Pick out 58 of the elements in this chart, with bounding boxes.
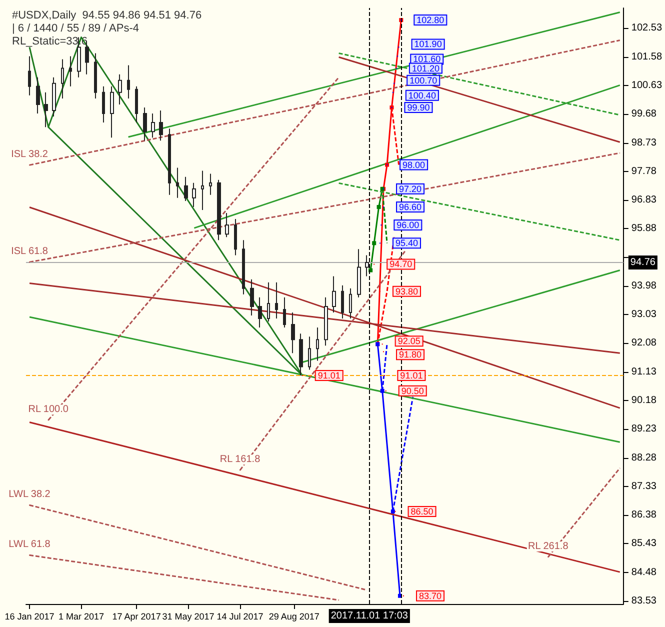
y-tick-label: 87.33	[631, 480, 657, 492]
annotation: 97.20	[399, 184, 422, 194]
annotation: 90.50	[401, 386, 424, 396]
series-label: RL 100.0	[28, 404, 69, 416]
y-tick-label: 96.83	[631, 194, 657, 206]
series-label: ISL 61.8	[11, 246, 48, 258]
annotation: 100.40	[408, 90, 436, 100]
annotation: 86.50	[410, 506, 434, 516]
x-tick-label: 17 Apr 2017	[112, 612, 161, 622]
chart-title: #USDX,Daily 94.55 94.86 94.51 94.76	[12, 10, 202, 22]
y-tick-label: 102.53	[631, 22, 662, 34]
y-tick-label: 83.53	[631, 595, 657, 606]
y-tick-label: 91.13	[631, 366, 657, 378]
annotation: 99.90	[407, 102, 430, 112]
x-tick-label: 31 May 2017	[162, 612, 214, 622]
series-label: LWL 61.8	[8, 539, 51, 550]
y-tick-label: 98.73	[631, 137, 657, 148]
y-tick-label: 93.03	[631, 309, 657, 320]
y-tick-label: 85.43	[631, 538, 657, 550]
annotation: 102.80	[416, 15, 444, 26]
y-tick-label: 99.68	[631, 108, 657, 120]
annotation: 94.70	[390, 259, 412, 270]
x-tick-label: 16 Jan 2017	[4, 612, 54, 622]
text: | 6 / 1440 / 55 / 89 / APs-4	[12, 22, 139, 34]
annotation: 93.80	[395, 286, 418, 296]
series-label: LWL 38.2	[8, 489, 51, 500]
y-tick-label: 93.98	[631, 280, 657, 292]
y-tick-label: 88.28	[631, 452, 657, 464]
series-label: RL 161.8	[220, 454, 261, 466]
y-tick-label: 95.88	[631, 223, 657, 234]
annotation: 95.40	[395, 238, 418, 248]
series-label: ISL 38.2	[11, 149, 48, 160]
annotation: 91.01	[318, 370, 340, 380]
x-tick-label: 29 Aug 2017	[268, 612, 320, 622]
annotation: 91.01	[400, 370, 423, 380]
y-tick-label: 89.23	[631, 424, 657, 435]
series-label: RL 261.8	[528, 540, 569, 552]
annotation: 83.70	[419, 590, 442, 601]
annotation: 98.00	[402, 160, 426, 170]
y-tick-label: 101.58	[631, 51, 662, 62]
x-tick-label: 14 Jul 2017	[216, 612, 264, 622]
y-tick-label: 97.78	[631, 166, 657, 177]
x-tick-label: 1 Mar 2017	[58, 612, 104, 622]
ref-line-label: 2017.11.01 17:03	[330, 610, 408, 622]
annotation: 96.00	[396, 220, 420, 230]
annotation: 91.80	[399, 350, 422, 360]
annotation: 101.60	[413, 54, 441, 64]
annotation: 96.60	[399, 202, 422, 212]
annotation: 101.20	[412, 63, 440, 74]
y-tick-label: 100.63	[631, 80, 662, 91]
ref-line-label: 94.76	[630, 256, 656, 268]
annotation: 92.05	[398, 336, 420, 346]
annotation: 101.90	[414, 39, 442, 50]
annotation: 100.70	[410, 75, 438, 86]
y-tick-label: 92.08	[631, 338, 657, 349]
y-tick-label: 86.38	[631, 510, 657, 521]
y-tick-label: 90.18	[631, 395, 657, 406]
y-tick-label: 84.48	[631, 566, 657, 578]
